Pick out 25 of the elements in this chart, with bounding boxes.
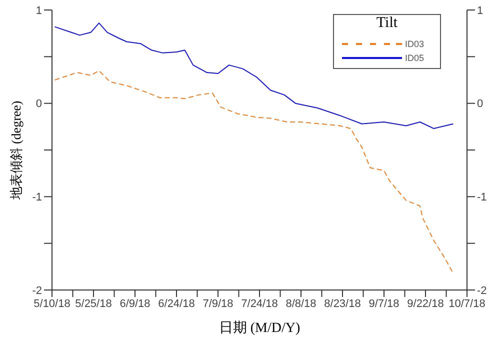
x-tick-label: 7/9/18 [202, 298, 234, 310]
y2-tick-label: 1 [477, 4, 484, 17]
x-tick-label: 10/7/18 [448, 298, 486, 310]
y-tick-label: 1 [36, 4, 42, 17]
legend-label: ID05 [405, 52, 424, 64]
x-tick-label: 5/25/18 [75, 298, 112, 310]
y-tick-label: -1 [32, 192, 42, 204]
y2-tick-label: 0 [477, 98, 484, 110]
x-axis-title: 日期 (M/D/Y) [218, 320, 300, 336]
x-tick-label: 5/10/18 [34, 298, 70, 310]
legend-label: ID03 [405, 38, 424, 50]
x-tick-label: 6/9/18 [120, 298, 150, 310]
x-tick-label: 6/24/18 [158, 298, 195, 310]
y-axis-title: 地表傾斜 (degree) [8, 100, 24, 200]
y2-tick-label: -1 [477, 192, 487, 204]
legend-title: Tilt [375, 15, 399, 31]
x-tick-label: 7/24/18 [241, 298, 278, 310]
x-tick-label: 9/7/18 [368, 298, 400, 310]
y2-tick-label: -2 [477, 284, 487, 297]
x-tick-label: 8/8/18 [286, 298, 316, 310]
line-series [54, 70, 454, 274]
y-tick-label: 0 [36, 98, 42, 110]
y-tick-label: -2 [32, 284, 42, 297]
x-tick-label: 8/23/18 [324, 298, 361, 310]
x-tick-label: 9/22/18 [407, 298, 444, 310]
